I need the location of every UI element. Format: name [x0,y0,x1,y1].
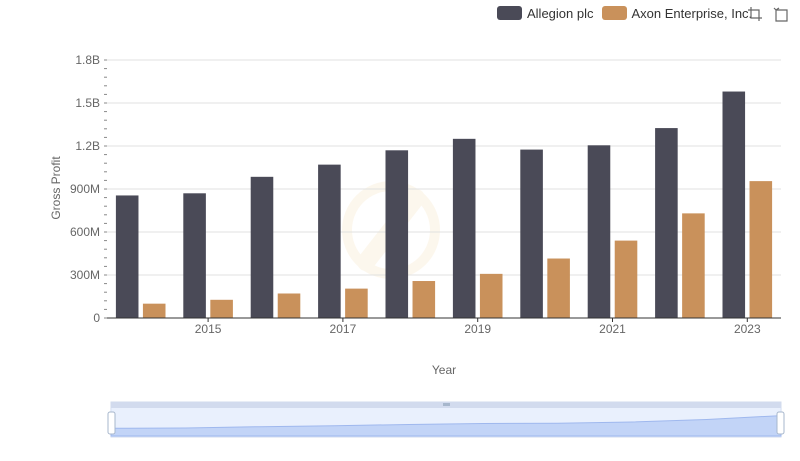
x-tick-label: 2021 [599,322,626,336]
y-tick-label: 600M [70,225,100,239]
bar-axon-2014[interactable] [142,303,166,318]
zoom-reset-icon[interactable] [773,6,789,22]
bar-allegion-2022[interactable] [655,128,678,318]
zoom-select-icon[interactable] [747,6,763,22]
y-axis-labels: 0 300M 600M 900M 1.2B 1.5B 1.8B [70,53,100,325]
legend-label-axon: Axon Enterprise, Inc. [631,5,753,21]
bar-allegion-2018[interactable] [385,150,409,318]
x-axis-title: Year [431,363,457,377]
bar-axon-2021[interactable] [614,240,638,318]
slider-drag-grip[interactable] [443,403,450,406]
legend-swatch-axon [601,6,627,20]
bar-allegion-2019[interactable] [452,138,476,318]
bar-axon-2019[interactable] [479,273,503,318]
slider-left-handle[interactable] [107,411,116,435]
bar-axon-2016[interactable] [277,293,301,318]
legend-label-allegion: Allegion plc [527,5,594,21]
slider-right-handle[interactable] [776,411,785,435]
legend-item-axon[interactable]: Axon Enterprise, Inc. [601,5,753,21]
y-tick-label: 1.2B [75,139,100,153]
bar-allegion-2017[interactable] [318,164,341,318]
bar-allegion-2020[interactable] [520,149,543,318]
y-minor-ticks [104,59,107,319]
legend-item-allegion[interactable]: Allegion plc [497,6,594,21]
x-tick-label: 2019 [464,322,491,336]
bar-axon-2018[interactable] [412,281,436,318]
bar-axon-2017[interactable] [345,288,368,318]
y-tick-label: 900M [70,182,100,196]
data-zoom-slider[interactable] [107,401,785,438]
bar-axon-2020[interactable] [547,258,570,318]
y-tick-label: 1.8B [75,53,100,67]
bar-allegion-2023[interactable] [722,91,746,319]
x-axis: 2015 2017 2019 2021 2023 [107,317,781,336]
bars-group [115,91,773,319]
y-tick-label: 300M [70,268,100,282]
bar-allegion-2016[interactable] [250,176,274,318]
y-axis-title: Gross Profit [49,156,63,220]
bar-axon-2023[interactable] [749,181,773,318]
x-tick-label: 2023 [734,322,761,336]
y-tick-label: 0 [93,311,100,325]
x-tick-label: 2017 [330,322,357,336]
gridlines [107,59,781,276]
bar-allegion-2021[interactable] [587,145,611,318]
legend: Allegion plc Axon Enterprise, Inc. [497,4,760,22]
bar-axon-2015[interactable] [210,299,233,318]
bar-allegion-2014[interactable] [115,195,139,318]
x-tick-label: 2015 [195,322,222,336]
toolbox [747,6,799,22]
bar-allegion-2015[interactable] [183,193,206,318]
legend-swatch-allegion [497,6,522,20]
bar-axon-2022[interactable] [682,213,705,318]
y-tick-label: 1.5B [75,96,100,110]
